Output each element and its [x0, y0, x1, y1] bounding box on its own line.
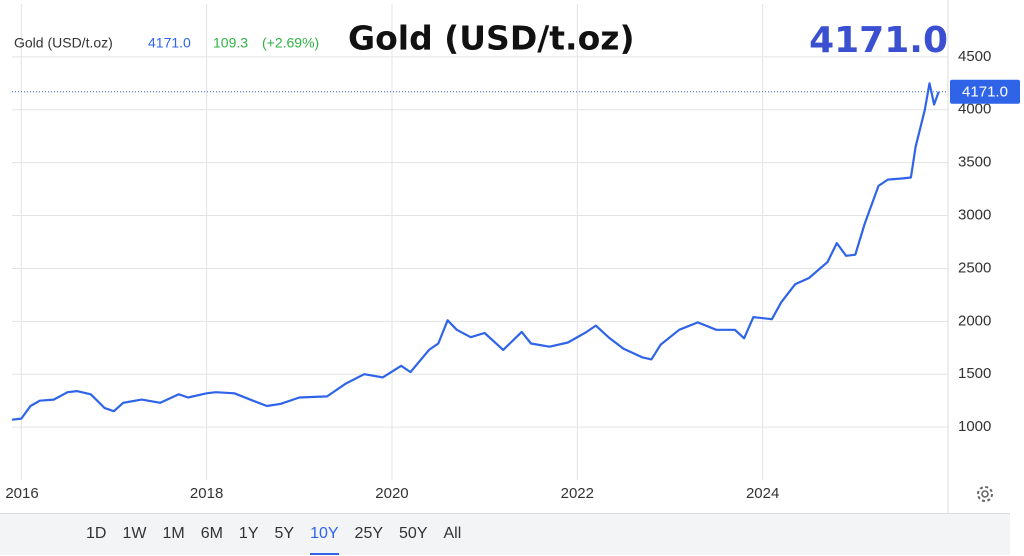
- range-bar: 1D 1W 1M 6M 1Y 5Y 10Y 25Y 50Y All: [0, 513, 1010, 555]
- last-price-label: 4171.0: [962, 84, 1008, 101]
- legend-change: 109.3: [213, 35, 248, 51]
- x-tick-label: 2016: [5, 485, 38, 502]
- chart: Gold (USD/t.oz) 4171.0 109.3 (+2.69%) Go…: [5, 0, 1020, 513]
- range-button[interactable]: 1Y: [239, 515, 259, 555]
- y-tick-label: 3500: [958, 154, 991, 171]
- x-tick-label: 2024: [746, 485, 779, 502]
- x-tick-label: 2018: [190, 485, 223, 502]
- y-tick-label: 2000: [958, 312, 991, 329]
- legend-name: Gold (USD/t.oz): [14, 35, 113, 51]
- range-button[interactable]: 1M: [162, 515, 184, 555]
- y-tick-label: 1500: [958, 365, 991, 382]
- big-price: 4171.0: [809, 20, 948, 61]
- legend-price: 4171.0: [148, 35, 191, 51]
- range-button[interactable]: 6M: [201, 515, 223, 555]
- legend-change-pct: (+2.69%): [262, 35, 319, 51]
- settings-icon[interactable]: [977, 486, 993, 502]
- range-button[interactable]: 50Y: [399, 515, 427, 555]
- range-button[interactable]: 5Y: [275, 515, 295, 555]
- chart-title: Gold (USD/t.oz): [348, 19, 635, 58]
- range-button[interactable]: 10Y: [310, 515, 339, 555]
- last-price-tag: [950, 79, 1020, 104]
- x-tick-label: 2022: [561, 485, 594, 502]
- range-button[interactable]: 1D: [86, 515, 106, 555]
- x-tick-label: 2020: [375, 485, 408, 502]
- price-line: [11, 82, 940, 421]
- y-tick-label: 2500: [958, 259, 991, 276]
- range-button[interactable]: 25Y: [355, 515, 383, 555]
- range-button[interactable]: 1W: [122, 515, 146, 555]
- y-tick-label: 4000: [958, 101, 991, 118]
- y-tick-label: 1000: [958, 418, 991, 435]
- y-tick-label: 4500: [958, 48, 991, 65]
- y-tick-label: 3000: [958, 207, 991, 224]
- range-button[interactable]: All: [443, 515, 461, 555]
